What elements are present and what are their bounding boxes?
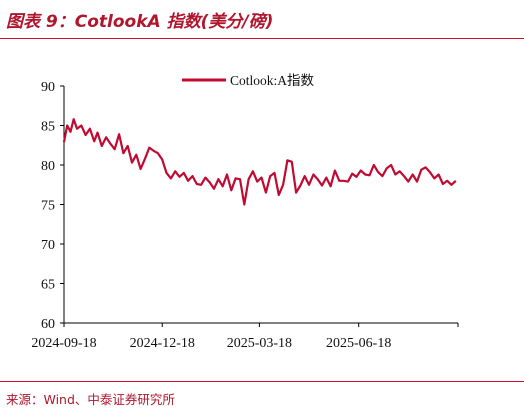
x-tick-label: 2025-03-18 [227,336,292,351]
figure-title: 图表 9：CotlookA 指数(美分/磅) [6,12,274,32]
y-tick-label: 85 [41,120,55,135]
y-axis-ticks: 60 65 70 75 80 85 90 [41,80,64,332]
footer-divider [0,381,524,382]
y-tick-label: 70 [41,238,55,253]
y-tick-label: 80 [41,159,55,174]
series-line [62,118,457,206]
x-tick-label: 2025-06-18 [326,336,391,351]
chart-axes [63,86,458,324]
y-tick-label: 65 [41,278,55,293]
legend-label: Cotlook:A指数 [230,73,315,88]
x-tick-label: 2024-12-18 [130,336,195,351]
y-tick-label: 90 [41,80,55,95]
x-tick-label: 2024-09-18 [31,336,96,351]
x-axis-ticks: 2024-09-18 2024-12-18 2025-03-18 2025-06-18 [31,323,459,351]
series-layer [62,118,457,206]
source-note: 来源：Wind、中泰证券研究所 [6,392,175,407]
y-tick-label: 60 [41,317,55,332]
legend: Cotlook:A指数 [182,73,315,88]
title-divider [0,38,524,39]
y-tick-label: 75 [41,199,55,214]
